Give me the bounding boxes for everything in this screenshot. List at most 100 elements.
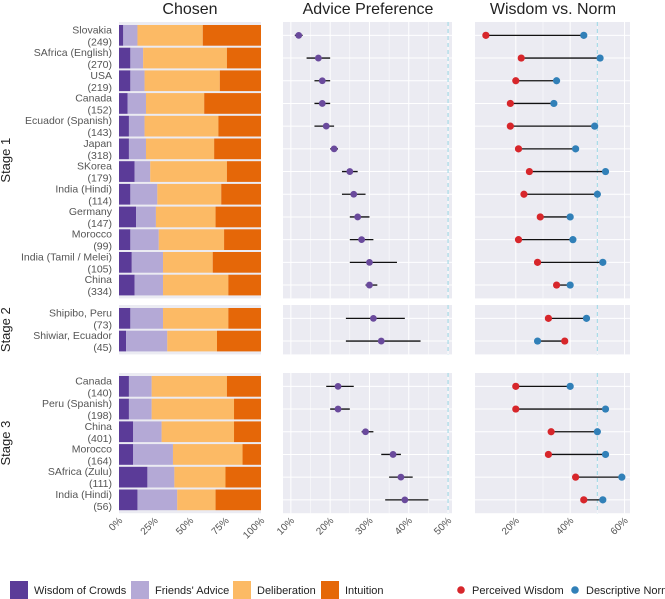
descriptive-norm-point — [550, 99, 558, 108]
x-axis-tick-labels: 0% 25% 50% 75% 100% 10% 20% 30% 40% 50% 20% 40% 60% — [107, 515, 631, 541]
row-sample-size: (99) — [93, 241, 112, 253]
bar-segment-intuition — [224, 229, 261, 250]
advice-point — [389, 451, 397, 458]
advice-point — [295, 31, 303, 39]
bar-segment-intuition — [216, 330, 261, 352]
row-sample-size: (198) — [87, 410, 112, 422]
legend-swatch-deliberation — [233, 581, 251, 599]
descriptive-norm-point — [552, 77, 561, 85]
bar-segment-intuition — [234, 398, 261, 420]
panels — [119, 22, 630, 514]
descriptive-norm-point — [572, 145, 580, 153]
descriptive-norm-point — [599, 258, 607, 266]
bar-segment-deliberation — [163, 308, 229, 329]
row-sample-size: (140) — [87, 387, 112, 399]
bar-segment-intuition — [214, 138, 261, 160]
descriptive-norm-point — [591, 122, 599, 130]
x-tick-label-chosen: 100% — [241, 515, 267, 541]
bar-segment-intuition — [234, 421, 261, 443]
x-tick-label-wisdom: 60% — [609, 515, 631, 537]
bar-segment-wisdom-of-crowds — [119, 229, 131, 250]
perceived-wisdom-point — [512, 77, 520, 85]
row-sample-size: (334) — [87, 286, 112, 298]
bar-segment-wisdom-of-crowds — [119, 161, 135, 182]
row-label: Germany — [69, 206, 113, 218]
advice-point — [350, 190, 358, 198]
row-sample-size: (111) — [89, 478, 112, 490]
bar-segment-friends-advice — [134, 274, 164, 296]
x-tick-label-advice: 50% — [432, 515, 454, 537]
row-label: USA — [90, 70, 112, 82]
bar-segment-deliberation — [144, 70, 220, 92]
row-label: Shiwiar, Ecuador — [33, 330, 112, 342]
bar-segment-intuition — [215, 206, 261, 228]
panel-background-wisdom-stage-1 — [475, 22, 630, 299]
bar-segment-intuition — [219, 70, 261, 92]
row-sample-size: (56) — [93, 501, 112, 513]
legend-marker-perceived-wisdom — [457, 586, 465, 594]
panel-titles: Chosen Advice Preference Wisdom vs. Norm — [162, 1, 616, 18]
descriptive-norm-point — [601, 167, 610, 176]
legend-label-intuition: Intuition — [345, 585, 384, 597]
descriptive-norm-point — [533, 337, 542, 345]
bar-segment-intuition — [226, 376, 261, 397]
bar-segment-intuition — [221, 183, 261, 205]
perceived-wisdom-point — [552, 281, 561, 289]
perceived-wisdom-point — [482, 31, 490, 39]
x-tick-label-advice: 40% — [393, 515, 415, 537]
row-labels: Slovakia(249)SAfrica (English)(270)USA(2… — [21, 24, 113, 512]
legend-marker-descriptive-norm — [571, 586, 579, 594]
bar-segment-wisdom-of-crowds — [119, 183, 131, 205]
perceived-wisdom-point — [561, 337, 569, 345]
stage-label: Stage 2 — [0, 307, 13, 352]
advice-point — [397, 473, 405, 481]
bar-segment-deliberation — [172, 444, 243, 465]
perceived-wisdom-point — [544, 450, 553, 459]
bar-segment-wisdom-of-crowds — [119, 308, 131, 329]
row-label: Canada — [75, 92, 112, 104]
descriptive-norm-point — [601, 450, 610, 459]
descriptive-norm-point — [580, 31, 588, 39]
legend-label-deliberation: Deliberation — [257, 585, 316, 597]
bar-segment-deliberation — [151, 376, 227, 397]
advice-point — [314, 54, 322, 62]
advice-point — [366, 281, 373, 289]
row-label: Morocco — [72, 229, 112, 241]
perceived-wisdom-point — [533, 258, 542, 266]
row-sample-size: (114) — [88, 195, 112, 207]
bar-segment-friends-advice — [130, 70, 145, 92]
row-sample-size: (270) — [87, 59, 112, 71]
advice-point — [377, 337, 385, 345]
bar-segment-wisdom-of-crowds — [119, 70, 131, 92]
legend-label-descriptive-norm: Descriptive Norm — [586, 585, 665, 597]
descriptive-norm-point — [601, 405, 610, 413]
stage-label: Stage 1 — [0, 138, 13, 183]
bar-segment-wisdom-of-crowds — [119, 206, 137, 228]
bar-segment-wisdom-of-crowds — [119, 376, 129, 397]
bar-segment-deliberation — [155, 206, 216, 228]
bar-segment-intuition — [226, 47, 261, 69]
x-tick-label-advice: 30% — [354, 515, 376, 537]
title-wisdom-vs-norm: Wisdom vs. Norm — [490, 1, 616, 18]
perceived-wisdom-point — [514, 145, 523, 153]
bar-segment-friends-advice — [127, 93, 146, 114]
bar-segment-friends-advice — [128, 398, 152, 420]
bar-segment-friends-advice — [133, 421, 162, 443]
bar-segment-wisdom-of-crowds — [119, 115, 129, 137]
advice-point — [362, 428, 369, 436]
perceived-wisdom-point — [580, 496, 588, 504]
bar-segment-friends-advice — [130, 229, 159, 250]
row-label: SKorea — [77, 161, 112, 173]
row-sample-size: (318) — [87, 150, 112, 162]
perceived-wisdom-point — [520, 190, 528, 198]
panel-background-advice-stage-2 — [283, 305, 452, 355]
bar-segment-deliberation — [151, 398, 235, 420]
advice-point — [366, 258, 373, 266]
perceived-wisdom-point — [544, 314, 553, 322]
row-sample-size: (219) — [87, 82, 112, 94]
panel-background-wisdom-stage-3 — [475, 373, 630, 514]
row-label: Morocco — [72, 443, 112, 455]
perceived-wisdom-point — [512, 405, 520, 413]
bar-segment-deliberation — [143, 47, 227, 69]
